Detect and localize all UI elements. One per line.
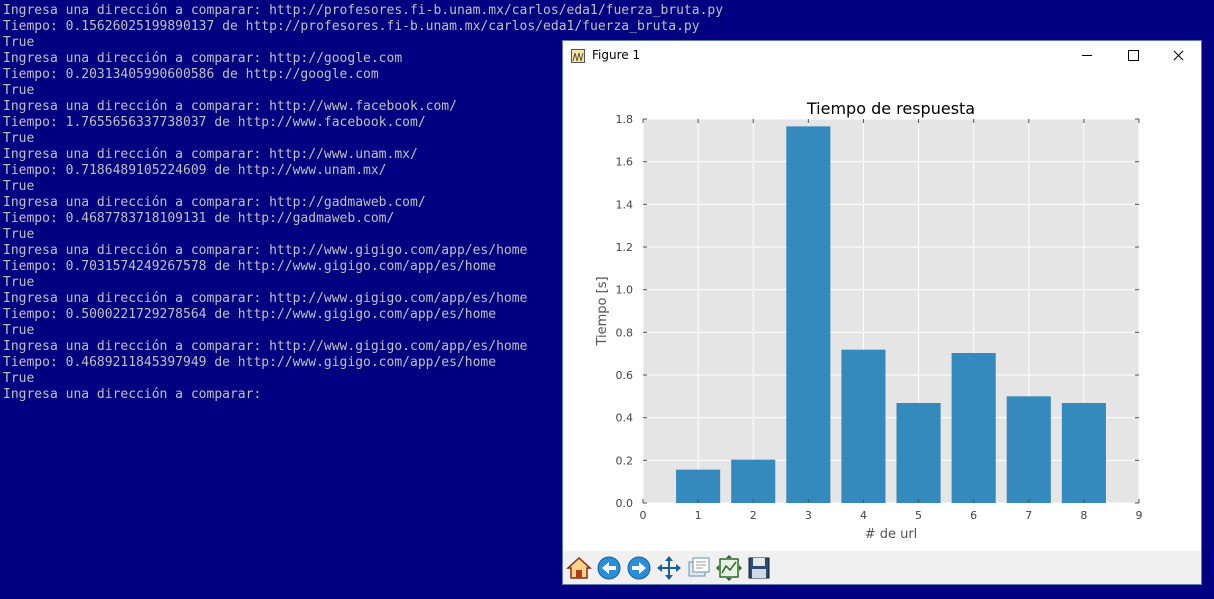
- y-tick-label: 0.2: [616, 454, 634, 467]
- x-tick-label: 4: [860, 509, 867, 522]
- figure-window[interactable]: Figure 1 0 1 2 3 4 5 6 7 8 9 0.0 0.2 0.4 0.6 0.8 1.0 1.2…: [562, 40, 1202, 585]
- console-line: True: [3, 275, 35, 290]
- bar: [896, 402, 941, 503]
- y-tick-label: 1.2: [616, 241, 634, 254]
- save-button[interactable]: [745, 554, 773, 582]
- window-title: Figure 1: [592, 48, 641, 62]
- back-button[interactable]: [595, 554, 623, 582]
- console-line: True: [3, 35, 35, 50]
- navigation-toolbar: [563, 551, 1201, 584]
- zoom-rect-icon: [688, 557, 710, 577]
- title-bar[interactable]: Figure 1: [563, 41, 1201, 71]
- console-line: Ingresa una dirección a comparar: http:/…: [3, 147, 418, 162]
- console-line: Ingresa una dirección a comparar: http:/…: [3, 195, 426, 210]
- bar: [731, 459, 776, 503]
- zoom-button[interactable]: [685, 554, 713, 582]
- close-icon[interactable]: [1156, 41, 1202, 71]
- bar: [951, 352, 996, 503]
- bar: [786, 126, 831, 503]
- y-tick-label: 1.4: [616, 198, 634, 211]
- console-line: Tiempo: 0.7186489105224609 de http://www…: [3, 163, 387, 178]
- console-line: Tiempo: 0.5000221729278564 de http://www…: [3, 307, 497, 322]
- x-tick-label: 3: [805, 509, 812, 522]
- console-line: True: [3, 371, 35, 386]
- x-tick-label: 5: [915, 509, 922, 522]
- x-tick-label: 2: [750, 509, 757, 522]
- bar: [841, 349, 886, 503]
- bar: [1006, 396, 1051, 503]
- x-tick-label: 9: [1136, 509, 1143, 522]
- app-icon: [571, 49, 585, 63]
- console-line: Ingresa una dirección a comparar: http:/…: [3, 99, 457, 114]
- console-line: Tiempo: 0.7031574249267578 de http://www…: [3, 259, 497, 274]
- x-tick-label: 1: [695, 509, 702, 522]
- y-tick-label: 0.0: [616, 497, 634, 510]
- y-tick-label: 0.8: [616, 326, 634, 339]
- arrow-left-icon: [597, 556, 621, 580]
- bar-chart: 0 1 2 3 4 5 6 7 8 9 0.0 0.2 0.4 0.6 0.8 1.0 1.2 1.4 1.6 1.8…: [595, 99, 1143, 542]
- forward-button[interactable]: [625, 554, 653, 582]
- y-tick-label: 0.4: [616, 412, 634, 425]
- home-icon: [566, 556, 592, 579]
- minimize-icon[interactable]: [1064, 41, 1110, 71]
- console-line: True: [3, 83, 35, 98]
- console-line: Ingresa una dirección a comparar: http:/…: [3, 243, 528, 258]
- arrow-right-icon: [627, 556, 651, 580]
- y-tick-label: 1.6: [616, 156, 634, 169]
- maximize-icon[interactable]: [1110, 41, 1156, 71]
- y-axis-label: Tiempo [s]: [595, 276, 610, 346]
- x-tick-label: 0: [640, 509, 647, 522]
- console-line: Ingresa una dirección a comparar: http:/…: [3, 291, 528, 306]
- console-line: Ingresa una dirección a comparar: http:/…: [3, 51, 403, 66]
- subplots-button[interactable]: [715, 554, 743, 582]
- console-line: Ingresa una dirección a comparar: http:/…: [3, 339, 528, 354]
- console-line: Tiempo: 0.4689211845397949 de http://www…: [3, 355, 497, 370]
- console-line: Tiempo: 1.7655656337738037 de http://www…: [3, 115, 426, 130]
- pan-button[interactable]: [655, 554, 683, 582]
- x-tick-label: 6: [970, 509, 977, 522]
- console-line: Ingresa una dirección a comparar: http:/…: [3, 3, 724, 18]
- console-line: True: [3, 131, 35, 146]
- x-tick-label: 7: [1025, 509, 1032, 522]
- console-line: Ingresa una dirección a comparar:: [3, 387, 262, 402]
- plot-background: [643, 119, 1139, 503]
- console-line: True: [3, 323, 35, 338]
- y-tick-label: 1.0: [616, 284, 634, 297]
- console-line: True: [3, 179, 35, 194]
- home-button[interactable]: [565, 554, 593, 582]
- bar: [1061, 402, 1106, 503]
- move-arrows-icon: [657, 556, 681, 580]
- bar: [676, 469, 721, 503]
- configure-subplots-icon: [716, 555, 742, 581]
- console-line: Tiempo: 0.4687783718109131 de http://gad…: [3, 211, 395, 226]
- console-line: Tiempo: 0.15626025199890137 de http://pr…: [3, 19, 700, 34]
- chart-title: Tiempo de respuesta: [806, 99, 975, 118]
- x-tick-label: 8: [1080, 509, 1087, 522]
- console-line: Tiempo: 0.20313405990600586 de http://go…: [3, 67, 379, 82]
- plot-canvas[interactable]: 0 1 2 3 4 5 6 7 8 9 0.0 0.2 0.4 0.6 0.8 1.0 1.2 1.4 1.6 1.8…: [563, 71, 1201, 551]
- y-tick-label: 0.6: [616, 369, 634, 382]
- y-tick-label: 1.8: [616, 113, 634, 126]
- console-output: Ingresa una dirección a comparar: http:/…: [3, 3, 723, 403]
- floppy-disk-icon: [748, 557, 770, 579]
- console-line: True: [3, 227, 35, 242]
- x-axis-label: # de url: [865, 527, 918, 542]
